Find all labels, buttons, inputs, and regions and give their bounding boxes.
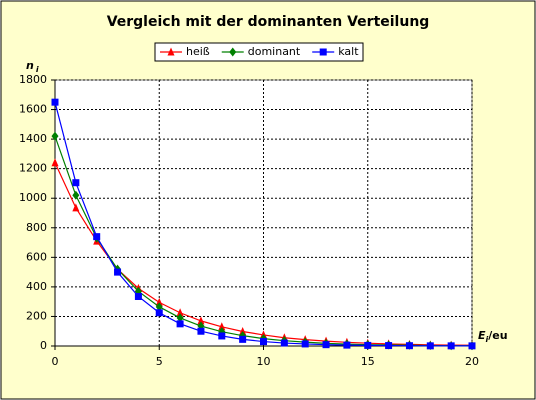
x-axis-label-sub: i — [486, 335, 489, 344]
marker — [197, 316, 205, 325]
marker — [155, 297, 163, 306]
marker — [134, 292, 142, 300]
marker — [176, 320, 184, 328]
marker — [364, 341, 372, 349]
marker — [51, 98, 59, 106]
marker — [93, 233, 101, 241]
marker — [51, 131, 59, 141]
y-tick-label: 1800 — [19, 73, 47, 86]
marker — [218, 322, 226, 331]
marker — [155, 302, 163, 312]
x-tick-label: 5 — [156, 355, 163, 368]
marker — [468, 342, 476, 350]
y-tick-label: 400 — [26, 280, 47, 293]
marker — [405, 342, 413, 350]
marker — [385, 342, 393, 350]
marker — [155, 309, 163, 317]
legend-label: dominant — [248, 45, 301, 58]
marker — [447, 342, 455, 350]
marker — [72, 179, 80, 187]
marker — [239, 335, 247, 343]
marker — [280, 339, 288, 347]
y-tick-label: 1200 — [19, 162, 47, 175]
marker — [176, 313, 184, 323]
marker — [72, 203, 80, 212]
marker — [343, 341, 351, 349]
y-tick-label: 800 — [26, 221, 47, 234]
marker — [72, 190, 80, 200]
x-tick-label: 0 — [52, 355, 59, 368]
legend — [154, 42, 364, 62]
x-axis-label: Ei/eu — [478, 329, 508, 344]
marker — [51, 158, 59, 167]
marker — [260, 338, 267, 346]
marker — [239, 327, 247, 336]
marker — [218, 332, 226, 340]
marker — [229, 47, 237, 57]
chart-title: Vergleich mit der dominanten Verteilung — [107, 14, 430, 30]
x-axis-label-main: E — [478, 329, 486, 342]
x-tick-label: 10 — [257, 355, 271, 368]
y-tick-label: 1000 — [19, 191, 47, 204]
x-axis-label-unit: /eu — [488, 329, 507, 342]
marker — [322, 341, 330, 349]
legend-label: kalt — [338, 45, 359, 58]
marker — [301, 340, 309, 348]
legend-label: heiß — [186, 45, 210, 58]
x-tick-label: 20 — [465, 355, 479, 368]
y-tick-label: 1600 — [19, 103, 47, 116]
y-axis-label-sub: i — [36, 65, 39, 74]
y-tick-label: 200 — [26, 309, 47, 322]
marker — [114, 268, 122, 276]
marker — [167, 47, 175, 56]
marker — [176, 308, 184, 317]
x-tick-label: 15 — [361, 355, 375, 368]
marker — [197, 327, 205, 335]
y-tick-label: 0 — [40, 339, 47, 352]
y-axis-label-main: n — [26, 59, 34, 72]
marker — [426, 342, 434, 350]
y-tick-label: 1400 — [19, 132, 47, 145]
marker — [319, 48, 327, 56]
y-tick-label: 600 — [26, 250, 47, 263]
